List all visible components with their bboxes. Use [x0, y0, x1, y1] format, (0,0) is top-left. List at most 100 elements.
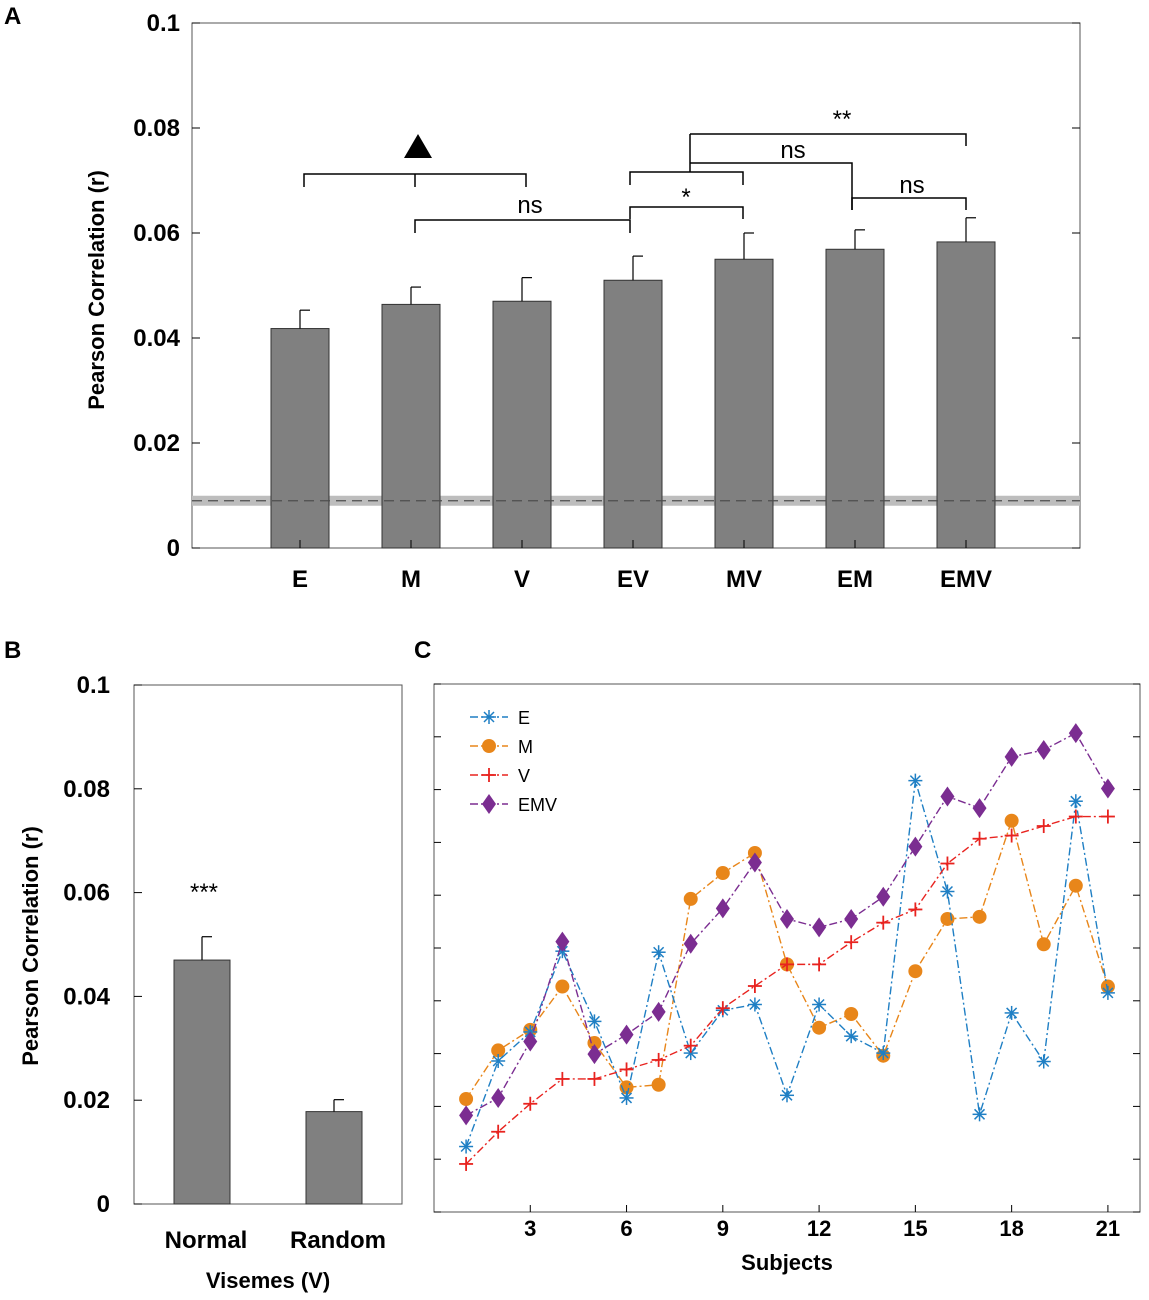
- panel-c-point-emv: [683, 933, 698, 954]
- star-d2: [588, 1015, 600, 1027]
- star-d2: [621, 1092, 633, 1104]
- panel-c-point-e: [1004, 1005, 1019, 1020]
- panel-c-point-emv: [459, 1105, 474, 1126]
- panel-c-point-m: [683, 891, 698, 906]
- panel-c-point-m: [972, 909, 987, 924]
- panel-a-sig-ns-1: ns: [517, 192, 542, 219]
- panel-a-ytick-label: 0.06: [133, 220, 180, 247]
- panel-c-point-emv: [619, 1024, 634, 1045]
- panel-a-ytick-label: 0: [167, 535, 180, 562]
- panel-c-point-e: [619, 1090, 634, 1105]
- panel-c-point-v: [972, 831, 987, 846]
- panel-c-point-emv: [523, 1031, 538, 1052]
- panel-c-point-emv: [555, 931, 570, 952]
- panel-c-legend-label: M: [518, 737, 533, 757]
- panel-c-point-v: [683, 1038, 698, 1053]
- panel-c-point-e: [940, 884, 955, 899]
- panel-a-bar: [492, 300, 552, 549]
- panel-c-xtick-label: 9: [717, 1216, 729, 1241]
- panel-c-legend-label: V: [518, 766, 530, 786]
- panel-c-letter: C: [414, 637, 431, 664]
- panel-c-point-e: [747, 997, 762, 1012]
- panel-a-bar: [825, 248, 885, 549]
- panel-a-triangle-marker: [404, 134, 432, 158]
- panel-a-letter: A: [4, 3, 21, 30]
- panel-c-point-e: [491, 1053, 506, 1068]
- panel-b-xlabel: Visemes (V): [206, 1268, 330, 1293]
- panel-a-ytick-label: 0.1: [147, 10, 180, 37]
- panel-c-xtick-label: 15: [903, 1216, 927, 1241]
- panel-c-point-emv: [651, 1001, 666, 1022]
- panel-c-point-v: [1004, 828, 1019, 843]
- panel-b-xtick-label: Random: [290, 1227, 386, 1254]
- panel-c-point-v: [1036, 819, 1051, 834]
- panel-c-series-line-m: [465, 818, 1109, 1100]
- star-d2: [483, 711, 495, 723]
- panel-c-point-v: [876, 915, 891, 930]
- panel-a-bracket-ev-mv-lower: [629, 206, 744, 219]
- panel-a-xtick-label: MV: [726, 566, 762, 593]
- panel-c-point-v: [715, 1001, 730, 1016]
- panel-c-point-v: [619, 1062, 634, 1077]
- panel-b-ytick-label: 0: [97, 1191, 110, 1218]
- panel-c-point-emv: [1068, 723, 1083, 744]
- panel-c-point-emv: [491, 1087, 506, 1108]
- panel-a-xtick-label: EMV: [940, 566, 992, 593]
- panel-c-legend-marker: [482, 768, 496, 782]
- panel-a-bar: [603, 279, 663, 549]
- panel-c-point-emv: [1036, 740, 1051, 760]
- panel-b-ytick-label: 0.1: [77, 672, 110, 699]
- star-d2: [877, 1047, 889, 1059]
- star-d2: [749, 998, 761, 1011]
- panel-c-point-emv: [812, 917, 827, 938]
- panel-c-point-v: [908, 902, 923, 917]
- panel-a-bracket-ev-mv-upper: [629, 171, 744, 185]
- panel-c-frame: [433, 683, 1141, 1213]
- panel-a-xtick-label: EV: [617, 566, 649, 593]
- star-d2: [492, 1055, 504, 1067]
- panel-a-sig-star: *: [681, 184, 690, 211]
- star-d2: [781, 1089, 793, 1101]
- star-d2: [845, 1030, 857, 1042]
- star-d2: [1070, 795, 1082, 807]
- panel-c-point-v: [459, 1156, 474, 1171]
- panel-a-bar: [381, 303, 441, 549]
- panel-c-point-emv: [972, 798, 987, 819]
- panel-c-point-v: [587, 1071, 602, 1086]
- panel-c-point-e: [459, 1139, 474, 1154]
- panel-c-point-e: [651, 945, 666, 960]
- panel-c-point-v: [747, 979, 762, 994]
- panel-c-point-emv: [908, 836, 923, 857]
- panel-a-xtick-label: M: [401, 566, 421, 593]
- panel-c-point-emv: [715, 898, 730, 919]
- panel-c-point-emv: [587, 1044, 602, 1065]
- panel-b-sig-triple-star: ***: [190, 879, 218, 906]
- panel-c-point-v: [812, 957, 827, 972]
- panel-c-point-m: [908, 964, 923, 979]
- panel-c-point-e: [908, 773, 923, 788]
- panel-c-point-v: [780, 957, 794, 972]
- panel-b-ytick-label: 0.02: [63, 1087, 110, 1114]
- panel-c-xtick-label: 21: [1096, 1216, 1120, 1241]
- panel-c-point-v: [844, 935, 859, 950]
- panel-c-point-v: [1100, 809, 1115, 824]
- panel-a-xtick-label: E: [292, 566, 308, 593]
- panel-c-point-emv: [1004, 746, 1019, 767]
- panel-a-sig-double-star: **: [833, 106, 852, 133]
- panel-a-sig-ns-2: ns: [780, 137, 805, 164]
- panel-b-xtick-label: Normal: [165, 1227, 248, 1254]
- panel-c-point-e: [812, 997, 827, 1012]
- star-d2: [685, 1047, 697, 1059]
- panel-c-point-m: [1068, 878, 1083, 893]
- star-d2: [1038, 1055, 1050, 1068]
- panel-c-point-e: [1036, 1054, 1051, 1069]
- panel-b-bar: [173, 959, 231, 1205]
- panel-b-ytick-label: 0.08: [63, 776, 110, 803]
- panel-c-point-m: [651, 1077, 666, 1092]
- panel-a-bracket-em-emv: [851, 197, 967, 210]
- panel-a-ytick-label: 0.02: [133, 430, 180, 457]
- panel-b-letter: B: [4, 637, 21, 664]
- panel-c-xtick-label: 18: [999, 1216, 1023, 1241]
- panel-c-point-emv: [747, 852, 762, 873]
